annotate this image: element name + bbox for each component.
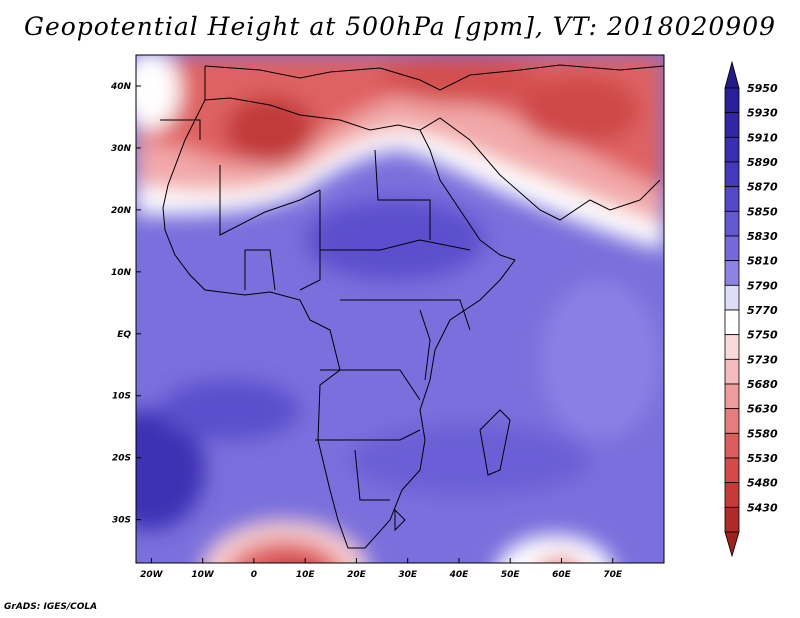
colorbar-label: 5850: [747, 205, 778, 218]
colorbar-label: 5750: [747, 329, 778, 342]
y-tick-label: 10S: [112, 392, 131, 402]
x-tick-label: 20W: [140, 570, 164, 580]
colorbar-swatch: [724, 432, 740, 459]
y-tick-label: 20S: [112, 454, 131, 464]
x-tick-label: 60E: [552, 570, 572, 580]
colorbar-label: 5910: [747, 131, 778, 144]
colorbar: 5950 5930 5910 5890 5870 5850 5830 5810 5790 5770…: [724, 60, 778, 558]
x-axis: 20W 10W 0 10E 20E 30E 40E 50E 60E 70E: [140, 558, 623, 580]
colorbar-label: 5830: [747, 230, 778, 243]
colorbar-swatch: [724, 260, 740, 286]
colorbar-label: 5630: [747, 403, 778, 416]
colorbar-top-arrow: [724, 60, 740, 89]
colorbar-label: 5730: [747, 353, 778, 366]
colorbar-swatch: [724, 309, 740, 336]
y-axis: 40N 30N 20N 10N EQ 10S 20S 30S: [110, 82, 141, 526]
x-tick-label: 30E: [398, 570, 418, 580]
x-tick-label: 10W: [191, 570, 215, 580]
height-field: [136, 55, 664, 563]
x-tick-label: 10E: [296, 570, 316, 580]
colorbar-label: 5930: [747, 107, 778, 120]
colorbar-swatch: [724, 186, 740, 212]
chart-title: Geopotential Height at 500hPa [gpm], VT:…: [23, 12, 777, 41]
colorbar-label: 5680: [747, 378, 778, 391]
colorbar-swatch: [724, 210, 740, 237]
y-tick-label: 20N: [111, 206, 132, 216]
colorbar-label: 5480: [747, 477, 778, 490]
y-tick-label: 30S: [112, 516, 131, 526]
colorbar-swatch: [724, 87, 740, 114]
colorbar-bottom-arrow: [724, 531, 740, 558]
y-tick-label: EQ: [117, 330, 131, 340]
colorbar-label: 5870: [747, 181, 778, 194]
x-tick-label: 0: [251, 570, 257, 580]
colorbar-label: 5950: [747, 82, 778, 95]
y-tick-label: 30N: [111, 144, 132, 154]
colorbar-label: 5580: [747, 427, 778, 440]
colorbar-swatch: [724, 334, 740, 360]
x-tick-label: 20E: [347, 570, 367, 580]
colorbar-label: 5790: [747, 279, 778, 292]
colorbar-swatch: [724, 284, 740, 311]
colorbar-swatch: [724, 235, 740, 262]
plot-frame: [135, 54, 665, 564]
colorbar-label: 5770: [747, 304, 778, 317]
grads-credit: GrADS: IGES/COLA: [4, 602, 98, 612]
colorbar-swatch: [724, 383, 740, 410]
colorbar-swatch: [724, 408, 740, 434]
x-tick-label: 40E: [449, 570, 470, 580]
y-tick-label: 40N: [110, 82, 132, 92]
coastlines: [160, 64, 664, 549]
colorbar-swatch: [724, 457, 740, 484]
colorbar-label: 5530: [747, 452, 778, 465]
colorbar-swatch: [724, 112, 740, 138]
colorbar-swatch: [724, 506, 740, 533]
colorbar-label: 5810: [747, 255, 778, 268]
colorbar-label: 5890: [747, 156, 778, 169]
colorbar-swatch: [724, 358, 740, 385]
colorbar-swatch: [724, 482, 740, 508]
colorbar-swatch: [724, 161, 740, 188]
colorbar-swatch: [724, 136, 740, 163]
x-tick-label: 70E: [603, 570, 623, 580]
x-tick-label: 50E: [501, 570, 521, 580]
y-tick-label: 10N: [111, 268, 132, 278]
colorbar-label: 5430: [747, 501, 778, 514]
